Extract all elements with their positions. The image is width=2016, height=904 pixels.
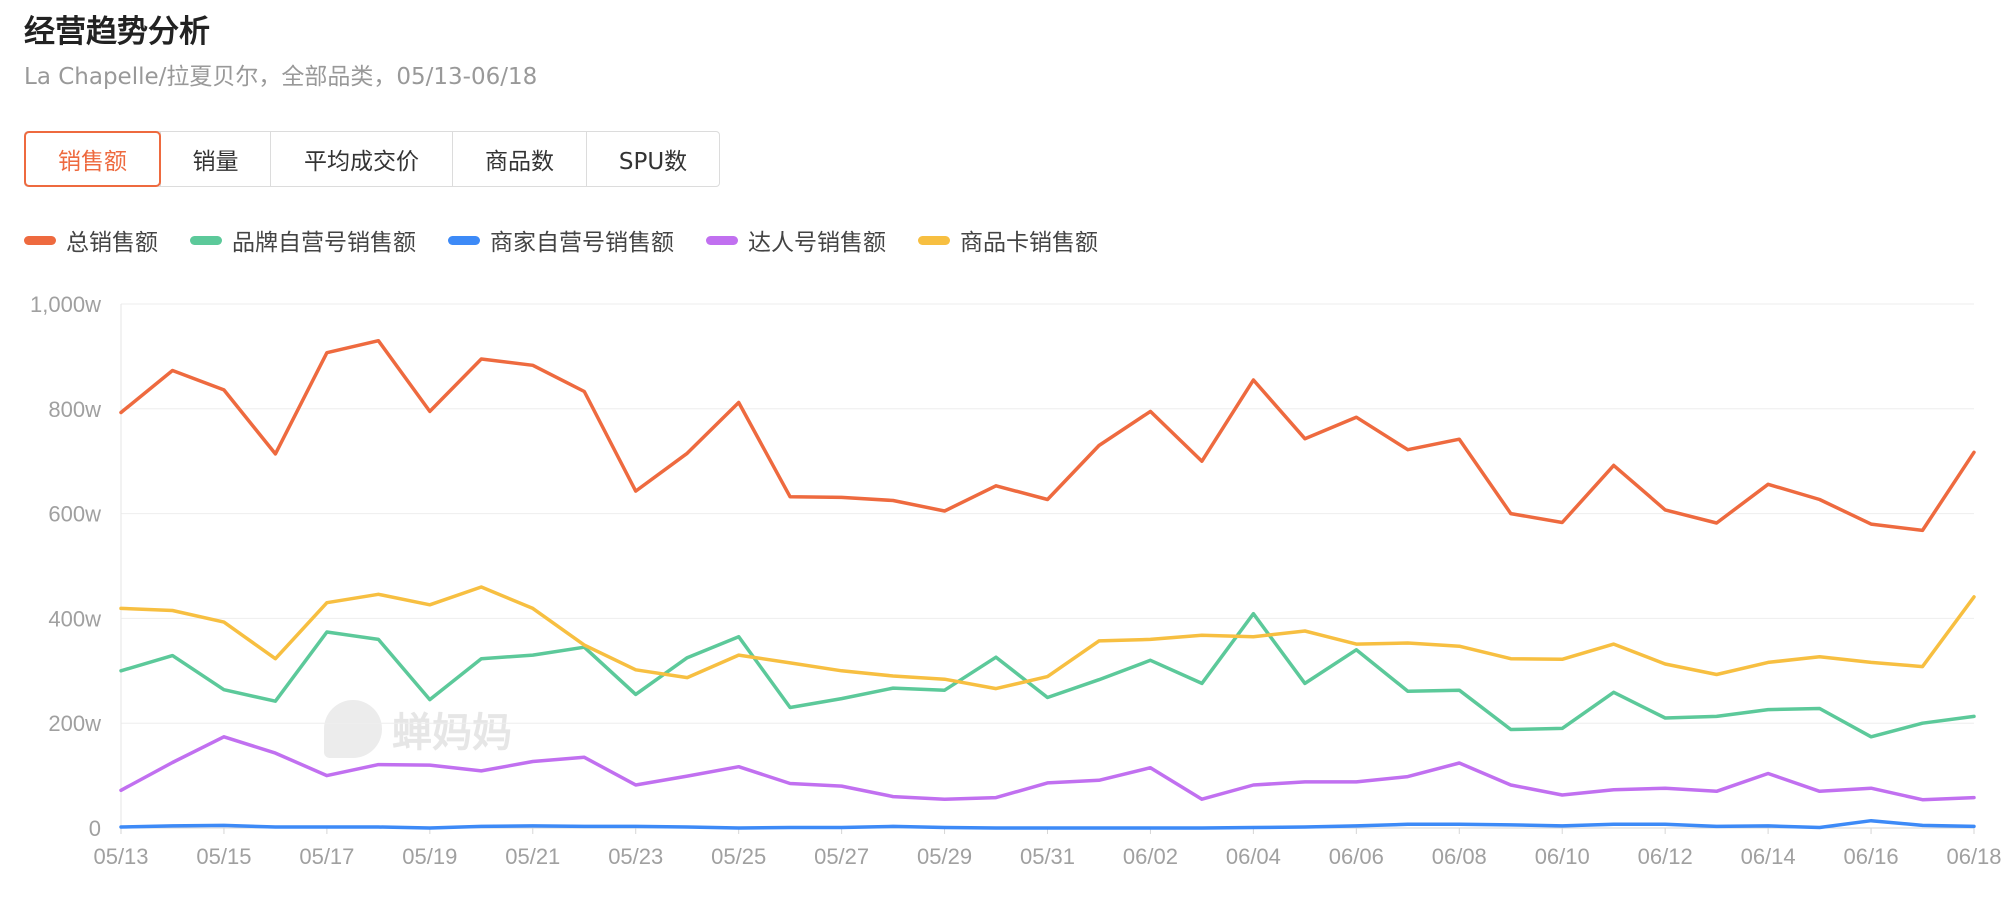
page-title: 经营趋势分析 xyxy=(24,14,210,50)
legend-swatch-icon xyxy=(918,235,950,245)
series-line-0 xyxy=(119,338,1976,533)
x-tick-label: 06/12 xyxy=(1638,844,1693,869)
x-tick-label: 05/21 xyxy=(505,844,560,869)
x-tick-label: 06/10 xyxy=(1535,844,1590,869)
x-tick-label: 05/25 xyxy=(711,844,766,869)
tab-spu-count[interactable]: SPU数 xyxy=(586,132,719,186)
legend-label: 商品卡销售额 xyxy=(960,230,1098,256)
x-tick-label: 06/08 xyxy=(1432,844,1487,869)
legend-item-influencer[interactable]: 达人号销售额 xyxy=(706,223,886,257)
series-lines xyxy=(119,338,1976,830)
x-tick-label: 05/29 xyxy=(917,844,972,869)
page-subtitle: La Chapelle/拉夏贝尔，全部品类，05/13-06/18 xyxy=(24,64,538,90)
series-line-3 xyxy=(119,735,1976,802)
legend-item-product-card[interactable]: 商品卡销售额 xyxy=(918,223,1098,257)
x-tick-label: 05/27 xyxy=(814,844,869,869)
legend-swatch-icon xyxy=(706,235,738,245)
legend-item-total-sales[interactable]: 总销售额 xyxy=(24,223,158,257)
x-tick-label: 06/18 xyxy=(1946,844,2001,869)
chart-legend: 总销售额 品牌自营号销售额 商家自营号销售额 达人号销售额 商品卡销售额 xyxy=(24,222,1130,258)
cicada-logo-icon xyxy=(324,700,382,758)
x-tick-label: 06/04 xyxy=(1226,844,1281,869)
watermark-text: 蝉妈妈 xyxy=(392,710,512,756)
tab-sales-amount[interactable]: 销售额 xyxy=(24,131,161,187)
axes: 0 200w 400w 600w 800w 1,000w 05/13 05/15 05/17 05… xyxy=(30,292,2001,869)
legend-swatch-icon xyxy=(24,235,56,245)
x-tick-label: 05/31 xyxy=(1020,844,1075,869)
y-tick-label: 800w xyxy=(48,397,101,422)
x-tick-label: 05/15 xyxy=(196,844,251,869)
legend-label: 品牌自营号销售额 xyxy=(232,230,416,256)
series-line-1 xyxy=(119,611,1976,739)
x-tick-label: 06/06 xyxy=(1329,844,1384,869)
y-tick-label: 200w xyxy=(48,711,101,736)
metric-tabs: 销售额 销量 平均成交价 商品数 SPU数 xyxy=(24,131,720,187)
legend-swatch-icon xyxy=(448,235,480,245)
legend-label: 商家自营号销售额 xyxy=(490,230,674,256)
x-tick-label: 05/13 xyxy=(93,844,148,869)
y-tick-label: 1,000w xyxy=(30,292,101,317)
tab-sales-volume[interactable]: 销量 xyxy=(160,132,270,186)
legend-item-brand-self-operated[interactable]: 品牌自营号销售额 xyxy=(190,223,416,257)
watermark: 蝉妈妈 xyxy=(324,700,512,758)
tab-average-price[interactable]: 平均成交价 xyxy=(270,132,452,186)
x-tick-label: 06/14 xyxy=(1741,844,1796,869)
y-tick-label: 0 xyxy=(89,816,101,841)
legend-label: 总销售额 xyxy=(66,230,158,256)
legend-label: 达人号销售额 xyxy=(748,230,886,256)
x-tick-label: 05/17 xyxy=(299,844,354,869)
y-tick-label: 600w xyxy=(48,502,101,527)
legend-swatch-icon xyxy=(190,235,222,245)
series-line-4 xyxy=(119,585,1976,691)
x-tick-label: 06/16 xyxy=(1844,844,1899,869)
x-tick-label: 06/02 xyxy=(1123,844,1178,869)
x-tick-label: 05/23 xyxy=(608,844,663,869)
x-tick-label: 05/19 xyxy=(402,844,457,869)
line-chart: 0 200w 400w 600w 800w 1,000w 05/13 05/15 05/17 05… xyxy=(30,292,2001,869)
legend-item-merchant-self-operated[interactable]: 商家自营号销售额 xyxy=(448,223,674,257)
grid-lines xyxy=(120,303,1974,829)
tab-product-count[interactable]: 商品数 xyxy=(452,132,586,186)
series-line-2 xyxy=(119,818,1976,830)
y-tick-label: 400w xyxy=(48,606,101,631)
